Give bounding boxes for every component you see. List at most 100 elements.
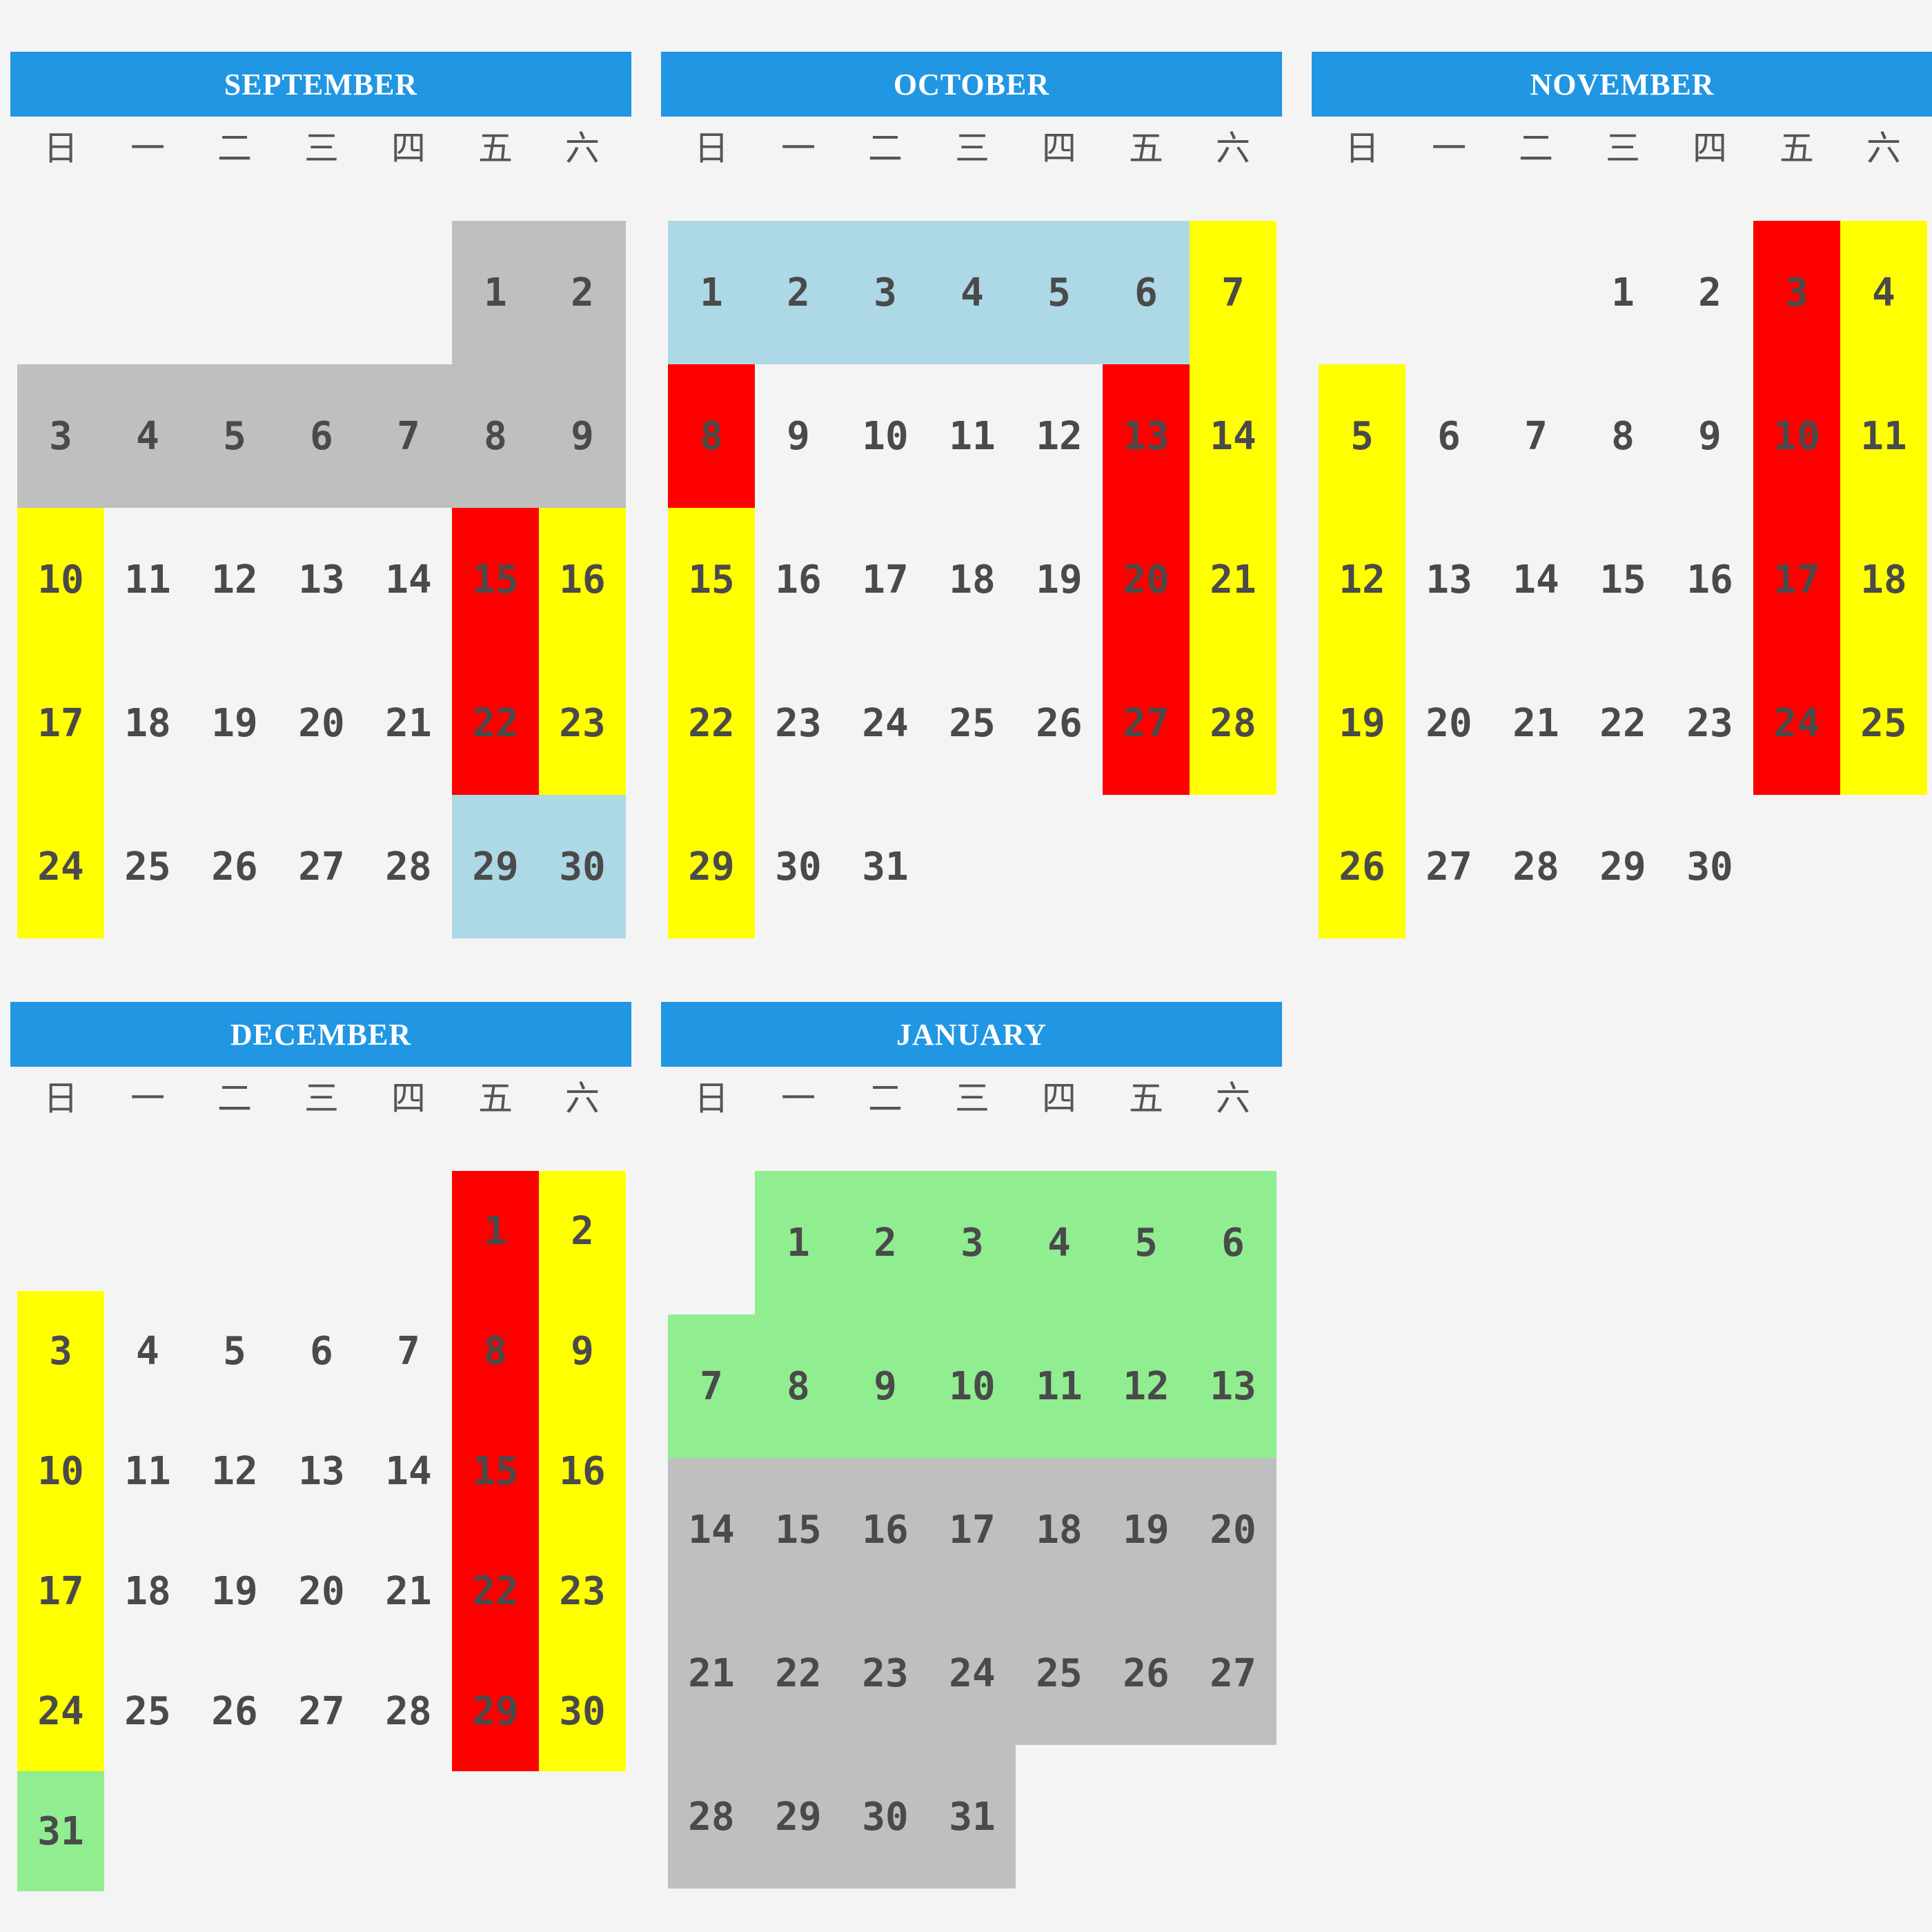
day-cell[interactable]: 27 <box>1426 844 1472 889</box>
day-cell[interactable]: 26 <box>1319 795 1406 938</box>
day-cell[interactable]: 29 <box>452 795 539 938</box>
day-cell[interactable]: 15 <box>755 1458 842 1601</box>
day-cell[interactable]: 31 <box>862 844 909 889</box>
day-cell[interactable]: 10 <box>1753 364 1840 508</box>
day-cell[interactable]: 30 <box>539 1651 626 1771</box>
day-cell[interactable]: 5 <box>1016 221 1103 364</box>
day-cell[interactable]: 17 <box>17 1531 104 1651</box>
day-cell[interactable]: 14 <box>1190 364 1276 508</box>
day-cell[interactable]: 8 <box>755 1314 842 1458</box>
day-cell[interactable]: 12 <box>1319 508 1406 651</box>
day-cell[interactable]: 7 <box>365 364 452 508</box>
day-cell[interactable]: 30 <box>775 844 822 889</box>
day-cell[interactable]: 16 <box>775 557 822 602</box>
day-cell[interactable]: 6 <box>278 364 365 508</box>
day-cell[interactable]: 10 <box>862 413 909 459</box>
day-cell[interactable]: 25 <box>949 700 996 746</box>
day-cell[interactable]: 31 <box>17 1771 104 1891</box>
day-cell[interactable]: 21 <box>1190 508 1276 651</box>
day-cell[interactable]: 6 <box>1103 221 1190 364</box>
day-cell[interactable]: 5 <box>191 364 278 508</box>
day-cell[interactable]: 7 <box>668 1314 755 1458</box>
day-cell[interactable]: 22 <box>668 651 755 795</box>
day-cell[interactable]: 13 <box>1103 364 1190 508</box>
day-cell[interactable]: 18 <box>1840 508 1927 651</box>
day-cell[interactable]: 16 <box>539 508 626 651</box>
day-cell[interactable]: 9 <box>1698 413 1722 459</box>
day-cell[interactable]: 1 <box>668 221 755 364</box>
day-cell[interactable]: 4 <box>104 364 191 508</box>
day-cell[interactable]: 5 <box>1319 364 1406 508</box>
day-cell[interactable]: 1 <box>452 1171 539 1291</box>
day-cell[interactable]: 5 <box>1103 1171 1190 1314</box>
day-cell[interactable]: 3 <box>842 221 929 364</box>
day-cell[interactable]: 4 <box>1840 221 1927 364</box>
day-cell[interactable]: 12 <box>211 557 258 602</box>
day-cell[interactable]: 17 <box>17 651 104 795</box>
day-cell[interactable]: 27 <box>1103 651 1190 795</box>
day-cell[interactable]: 7 <box>1190 221 1276 364</box>
day-cell[interactable]: 21 <box>385 1568 432 1614</box>
day-cell[interactable]: 29 <box>755 1745 842 1889</box>
day-cell[interactable]: 9 <box>539 1291 626 1411</box>
day-cell[interactable]: 2 <box>539 221 626 364</box>
day-cell[interactable]: 24 <box>862 700 909 746</box>
day-cell[interactable]: 28 <box>668 1745 755 1889</box>
day-cell[interactable]: 12 <box>1036 413 1083 459</box>
day-cell[interactable]: 14 <box>385 557 432 602</box>
day-cell[interactable]: 11 <box>1840 364 1927 508</box>
day-cell[interactable]: 10 <box>929 1314 1016 1458</box>
day-cell[interactable]: 20 <box>1426 700 1472 746</box>
day-cell[interactable]: 28 <box>1512 844 1559 889</box>
day-cell[interactable]: 7 <box>397 1328 420 1374</box>
day-cell[interactable]: 23 <box>1686 700 1733 746</box>
day-cell[interactable]: 23 <box>842 1601 929 1745</box>
day-cell[interactable]: 18 <box>124 1568 171 1614</box>
day-cell[interactable]: 22 <box>1599 700 1646 746</box>
day-cell[interactable]: 24 <box>929 1601 1016 1745</box>
day-cell[interactable]: 24 <box>17 1651 104 1771</box>
day-cell[interactable]: 13 <box>298 1448 345 1494</box>
day-cell[interactable]: 20 <box>1190 1458 1276 1601</box>
day-cell[interactable]: 22 <box>452 651 539 795</box>
day-cell[interactable]: 29 <box>1599 844 1646 889</box>
day-cell[interactable]: 4 <box>136 1328 159 1374</box>
day-cell[interactable]: 20 <box>298 1568 345 1614</box>
day-cell[interactable]: 16 <box>539 1411 626 1531</box>
day-cell[interactable]: 28 <box>1190 651 1276 795</box>
day-cell[interactable]: 15 <box>452 508 539 651</box>
day-cell[interactable]: 10 <box>17 1411 104 1531</box>
day-cell[interactable]: 21 <box>668 1601 755 1745</box>
day-cell[interactable]: 6 <box>1437 413 1461 459</box>
day-cell[interactable]: 13 <box>298 557 345 602</box>
day-cell[interactable]: 2 <box>842 1171 929 1314</box>
day-cell[interactable]: 13 <box>1190 1314 1276 1458</box>
day-cell[interactable]: 21 <box>385 700 432 746</box>
day-cell[interactable]: 27 <box>298 844 345 889</box>
day-cell[interactable]: 8 <box>668 364 755 508</box>
day-cell[interactable]: 19 <box>1036 557 1083 602</box>
day-cell[interactable]: 12 <box>211 1448 258 1494</box>
day-cell[interactable]: 5 <box>223 1328 246 1374</box>
day-cell[interactable]: 14 <box>1512 557 1559 602</box>
day-cell[interactable]: 19 <box>211 700 258 746</box>
day-cell[interactable]: 13 <box>1426 557 1472 602</box>
day-cell[interactable]: 25 <box>124 1688 171 1734</box>
day-cell[interactable]: 27 <box>1190 1601 1276 1745</box>
day-cell[interactable]: 18 <box>124 700 171 746</box>
day-cell[interactable]: 26 <box>1036 700 1083 746</box>
day-cell[interactable]: 3 <box>17 1291 104 1411</box>
day-cell[interactable]: 8 <box>452 364 539 508</box>
day-cell[interactable]: 24 <box>17 795 104 938</box>
day-cell[interactable]: 27 <box>298 1688 345 1734</box>
day-cell[interactable]: 23 <box>539 651 626 795</box>
day-cell[interactable]: 16 <box>842 1458 929 1601</box>
day-cell[interactable]: 8 <box>1611 413 1635 459</box>
day-cell[interactable]: 3 <box>929 1171 1016 1314</box>
day-cell[interactable]: 25 <box>1016 1601 1103 1745</box>
day-cell[interactable]: 8 <box>452 1291 539 1411</box>
day-cell[interactable]: 9 <box>787 413 810 459</box>
day-cell[interactable]: 16 <box>1686 557 1733 602</box>
day-cell[interactable]: 29 <box>668 795 755 938</box>
day-cell[interactable]: 23 <box>775 700 822 746</box>
